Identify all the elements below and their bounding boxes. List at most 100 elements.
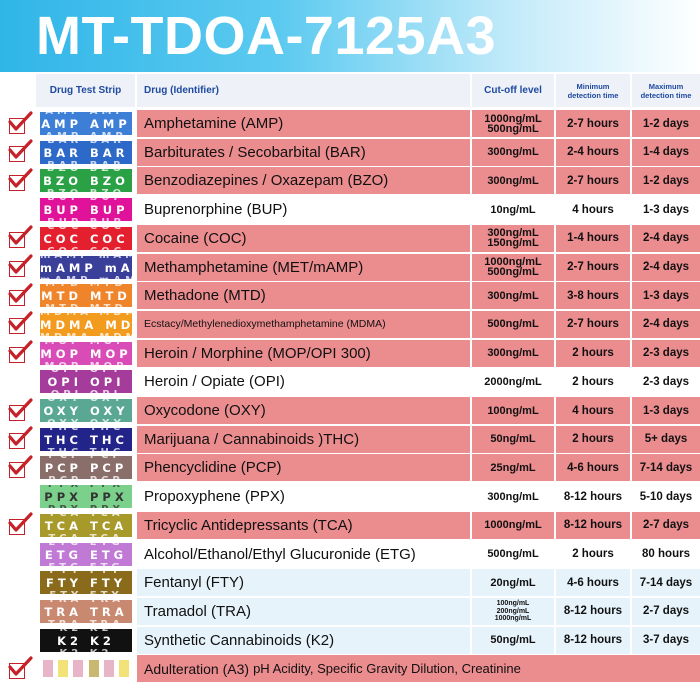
check-cell: [0, 340, 36, 367]
strip-code-bot: MDMA MDMA: [40, 332, 132, 336]
drug-name: Cocaine (COC): [137, 224, 470, 252]
header-min-line1: Minimum: [576, 81, 610, 91]
header-max-line2: detection time: [640, 90, 692, 100]
strip-code-bot: THC THC: [40, 447, 132, 451]
table-row: mAMP mAMPmAMP mAMPmAMP mAMPMethamphetami…: [0, 253, 700, 281]
min-detection: 8-12 hours: [556, 597, 630, 625]
min-detection: 2 hours: [556, 339, 630, 367]
strip-code-mid: MTD MTD: [41, 289, 131, 304]
table-header: Drug Test Strip Drug (Identifier) Cut-of…: [36, 74, 700, 107]
check-cell: [0, 110, 36, 137]
cutoff-value: 100ng/mL: [496, 600, 530, 608]
check-cell: [0, 196, 36, 223]
checkmark-icon: [7, 168, 33, 192]
strip-code-top: MTD MTD: [40, 284, 132, 289]
max-detection: 2-7 days: [632, 597, 700, 625]
drug-name: Ecstacy/Methylenedioxymethamphetamine (M…: [137, 310, 470, 338]
strip-code-top: OPI OPI: [40, 370, 132, 375]
check-cell: [0, 512, 36, 539]
strip-code-bot: FTY FTY: [40, 590, 132, 594]
strip-code-mid: AMP AMP: [41, 117, 131, 131]
min-detection: 2-7 hours: [556, 310, 630, 338]
strip-code-top: OXY OXY: [40, 399, 132, 404]
check-cell: [0, 627, 36, 654]
cutoff-level: 1000ng/mL 500ng/mL: [472, 253, 554, 281]
max-detection: 1-2 days: [632, 167, 700, 195]
strip-code-top: AMP AMP: [40, 112, 132, 117]
strip-code-mid: THC THC: [44, 432, 128, 447]
max-detection: 2-3 days: [632, 339, 700, 367]
strip-code-mid: BAR BAR: [43, 145, 129, 160]
cutoff-value: 10ng/mL: [490, 203, 536, 216]
strip-code-mid: MOP MOP: [40, 346, 132, 361]
cutoff-value: 25ng/mL: [490, 461, 536, 474]
min-detection: 2-7 hours: [556, 253, 630, 281]
drug-name: Fentanyl (FTY): [137, 569, 470, 597]
strip-code-top: K2 K2: [40, 629, 132, 634]
checkmark-icon: [7, 139, 33, 163]
strip-code-bot: OXY OXY: [40, 418, 132, 422]
max-detection: 2-4 days: [632, 310, 700, 338]
cutoff-level: 25ng/mL: [472, 454, 554, 482]
cutoff-value: 1000ng/mL: [484, 256, 542, 268]
checkmark-icon: [7, 455, 33, 479]
check-cell: [0, 454, 36, 481]
cutoff-value: 300ng/mL: [487, 146, 539, 159]
checkmark-icon: [7, 426, 33, 450]
strip-code-mid: PCP PCP: [44, 461, 128, 476]
max-detection: 2-4 days: [632, 253, 700, 281]
drug-name: Tricyclic Antidepressants (TCA): [137, 511, 470, 539]
drug-name: Heroin / Opiate (OPI): [137, 368, 470, 396]
max-detection: 5+ days: [632, 425, 700, 453]
adulteration-detail: pH Acidity, Specific Gravity Dilution, C…: [253, 661, 521, 677]
strip-code-top: COC COC: [40, 227, 132, 232]
drug-name: Synthetic Cannabinoids (K2): [137, 626, 470, 654]
table-row: MDMA MDMAMDMA MDMAMDMA MDMAEcstacy/Methy…: [0, 310, 700, 338]
max-detection: 7-14 days: [632, 569, 700, 597]
strip-code-bot: PCP PCP: [40, 475, 132, 479]
cutoff-value: 1000ng/mL: [494, 615, 532, 623]
strip-code-mid: TCA TCA: [44, 518, 128, 533]
strip-code-bot: ETG ETG: [40, 562, 132, 566]
strip-cell: mAMP mAMPmAMP mAMPmAMP mAMP: [36, 254, 136, 281]
min-detection: 2 hours: [556, 540, 630, 568]
page-title: MT-TDOA-7125A3: [36, 6, 497, 66]
min-detection: 2 hours: [556, 425, 630, 453]
strip-code-mid: OXY OXY: [43, 404, 129, 418]
check-cell: [0, 225, 36, 252]
min-detection: 8-12 hours: [556, 626, 630, 654]
min-detection: 2-7 hours: [556, 110, 630, 137]
cutoff-level: 20ng/mL: [472, 569, 554, 597]
min-detection: 3-8 hours: [556, 282, 630, 310]
strip-code-bot: COC COC: [40, 246, 132, 250]
strip-code-bot: TRA TRA: [40, 619, 132, 623]
strip-code-bot: BZO BZO: [40, 188, 132, 192]
header-max-line1: Maximum: [648, 81, 684, 91]
cutoff-value: 300ng/mL: [487, 347, 539, 360]
strip-code-top: BAR BAR: [40, 141, 132, 146]
cutoff-level: 300ng/mL 150ng/mL: [472, 224, 554, 252]
check-cell: [0, 483, 36, 510]
cutoff-level: 300ng/mL: [472, 138, 554, 166]
cutoff-value: 500ng/mL: [487, 266, 539, 278]
cutoff-value: 200ng/mL: [496, 607, 530, 615]
max-detection: 1-4 days: [632, 138, 700, 166]
strip-cell: [36, 655, 136, 682]
drug-name: Buprenorphine (BUP): [137, 196, 470, 224]
strip-code-mid: COC COC: [43, 231, 129, 246]
min-detection: 2-7 hours: [556, 167, 630, 195]
strip-code-top: BZO BZO: [40, 169, 132, 174]
